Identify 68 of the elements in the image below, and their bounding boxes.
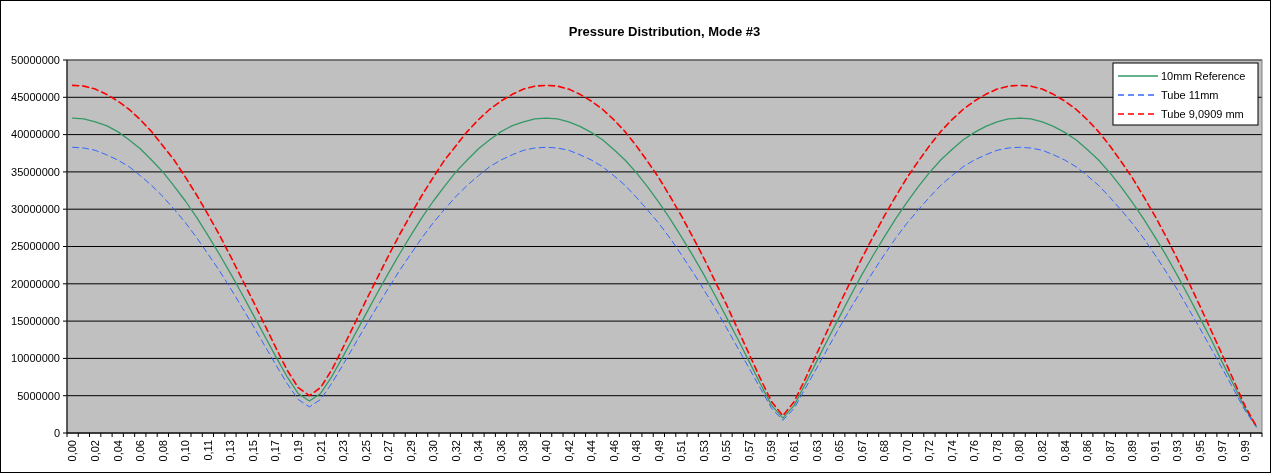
x-tick-label: 0,82 <box>1036 440 1049 462</box>
x-tick-label: 0,70 <box>900 440 913 462</box>
x-tick-label: 0,40 <box>539 440 552 462</box>
y-tick-label: 25000000 <box>11 240 60 253</box>
x-tick-label: 0,30 <box>427 440 440 462</box>
x-tick-label: 0,49 <box>652 440 665 462</box>
y-tick-label: 15000000 <box>11 314 60 327</box>
y-tick-label: 35000000 <box>11 165 60 178</box>
x-tick-label: 0,21 <box>314 440 327 462</box>
x-tick-label: 0,23 <box>337 440 350 462</box>
x-tick-label: 0,80 <box>1013 440 1026 462</box>
x-tick-label: 0,74 <box>945 440 958 462</box>
x-tick-label: 0,59 <box>765 440 778 462</box>
x-tick-label: 0,87 <box>1103 440 1116 462</box>
x-tick-label: 0,78 <box>990 440 1003 462</box>
x-tick-label: 0,48 <box>630 440 643 462</box>
x-tick-label: 0,32 <box>449 440 462 462</box>
x-tick-label: 0,00 <box>66 440 79 462</box>
x-tick-label: 0,99 <box>1238 440 1251 462</box>
x-tick-label: 0,65 <box>833 440 846 462</box>
x-tick-label: 0,04 <box>111 440 124 462</box>
x-tick-label: 0,68 <box>878 440 891 462</box>
x-tick-label: 0,93 <box>1171 440 1184 462</box>
x-tick-label: 0,97 <box>1216 440 1229 462</box>
x-tick-label: 0,86 <box>1081 440 1094 462</box>
x-tick-label: 0,27 <box>382 440 395 462</box>
x-tick-label: 0,36 <box>494 440 507 462</box>
x-tick-label: 0,08 <box>156 440 169 462</box>
x-tick-label: 0,76 <box>968 440 981 462</box>
x-tick-label: 0,29 <box>404 440 417 462</box>
y-tick-label: 10000000 <box>11 352 60 365</box>
x-tick-label: 0,46 <box>607 440 620 462</box>
x-tick-label: 0,95 <box>1193 440 1206 462</box>
x-tick-label: 0,38 <box>517 440 530 462</box>
x-tick-label: 0,10 <box>179 440 192 462</box>
x-tick-label: 0,17 <box>269 440 282 462</box>
y-tick-label: 5000000 <box>17 389 60 402</box>
y-tick-label: 50000000 <box>11 53 60 66</box>
x-tick-label: 0,42 <box>562 440 575 462</box>
y-tick-label: 20000000 <box>11 277 60 290</box>
y-tick-label: 30000000 <box>11 203 60 216</box>
x-tick-label: 0,67 <box>855 440 868 462</box>
x-tick-label: 0,11 <box>201 440 214 461</box>
x-tick-label: 0,51 <box>675 440 688 462</box>
y-tick-label: 45000000 <box>11 91 60 104</box>
x-tick-label: 0,25 <box>359 440 372 462</box>
y-tick-label: 0 <box>53 426 60 439</box>
x-tick-label: 0,02 <box>89 440 102 462</box>
x-tick-label: 0,63 <box>810 440 823 462</box>
x-tick-label: 0,89 <box>1126 440 1139 462</box>
legend-label: Tube 11mm <box>1161 88 1219 101</box>
legend-label: 10mm Reference <box>1161 69 1246 82</box>
x-tick-label: 0,15 <box>246 440 259 462</box>
x-tick-label: 0,19 <box>291 440 304 462</box>
x-tick-label: 0,13 <box>224 440 237 462</box>
x-tick-label: 0,55 <box>720 440 733 462</box>
x-tick-label: 0,34 <box>472 440 485 462</box>
x-tick-label: 0,72 <box>923 440 936 462</box>
x-tick-label: 0,57 <box>742 440 755 462</box>
x-tick-label: 0,84 <box>1058 440 1071 462</box>
x-tick-label: 0,06 <box>134 440 147 462</box>
x-tick-label: 0,53 <box>697 440 710 462</box>
x-tick-label: 0,44 <box>585 440 598 462</box>
legend-label: Tube 9,0909 mm <box>1161 107 1244 120</box>
x-tick-label: 0,61 <box>788 440 800 462</box>
chart-title: Pressure Distribution, Mode #3 <box>568 24 761 39</box>
x-tick-label: 0,91 <box>1148 440 1161 462</box>
y-tick-label: 40000000 <box>11 128 60 141</box>
